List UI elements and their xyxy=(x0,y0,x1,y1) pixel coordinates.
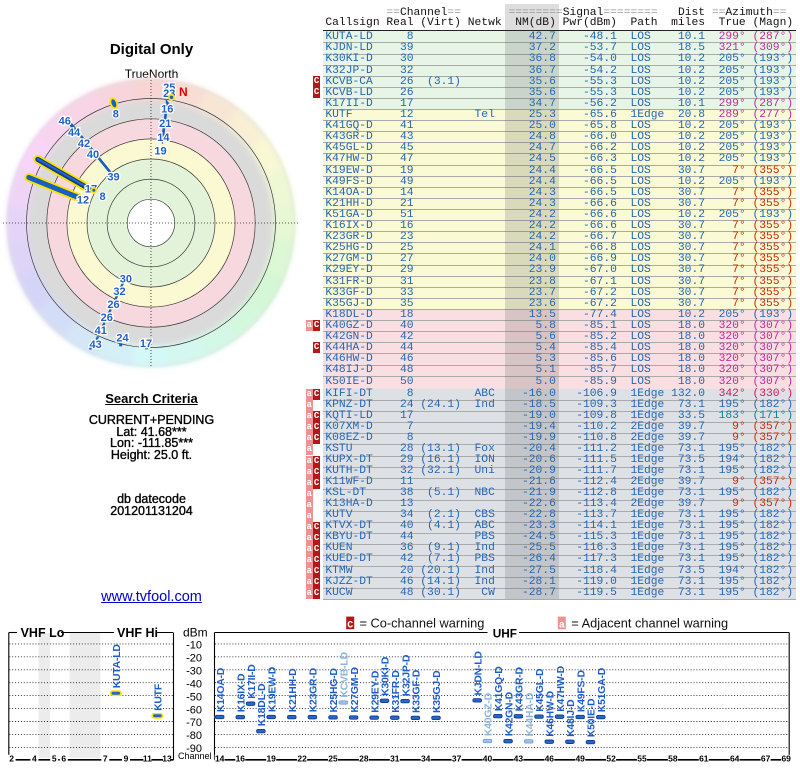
svg-text:K45GL-D: K45GL-D xyxy=(535,668,546,712)
svg-text:K14OA-D: K14OA-D xyxy=(216,667,227,712)
svg-text:41: 41 xyxy=(95,325,107,337)
svg-text:K17II-D: K17II-D xyxy=(247,664,258,699)
svg-text:-20: -20 xyxy=(186,653,202,665)
svg-text:K40GZ-D: K40GZ-D xyxy=(484,692,495,736)
svg-text:43: 43 xyxy=(514,753,524,763)
svg-text:6: 6 xyxy=(61,753,66,763)
svg-text:K47HW-D: K47HW-D xyxy=(556,665,567,711)
svg-text:14: 14 xyxy=(215,753,225,763)
svg-text:64: 64 xyxy=(730,753,740,763)
svg-text:Channel: Channel xyxy=(178,751,212,761)
svg-text:VHF Lo: VHF Lo xyxy=(21,626,65,640)
svg-text:19: 19 xyxy=(266,753,276,763)
svg-text:K18DL-D: K18DL-D xyxy=(257,683,268,726)
svg-text:9: 9 xyxy=(124,753,129,763)
svg-text:K25HG-D: K25HG-D xyxy=(329,668,340,713)
svg-text:-70: -70 xyxy=(186,717,202,729)
svg-text:K48IJ-D: K48IJ-D xyxy=(566,699,577,737)
svg-text:8: 8 xyxy=(99,191,105,203)
svg-text:KUTA-LD: KUTA-LD xyxy=(112,644,123,689)
svg-text:46: 46 xyxy=(545,753,555,763)
svg-text:KJDN-LD: KJDN-LD xyxy=(473,651,484,696)
svg-text:46: 46 xyxy=(59,115,71,127)
svg-text:43: 43 xyxy=(89,339,101,351)
svg-text:K33GF-D: K33GF-D xyxy=(412,669,423,713)
svg-text:55: 55 xyxy=(637,753,647,763)
svg-text:61: 61 xyxy=(699,753,709,763)
svg-text:39: 39 xyxy=(107,172,119,184)
svg-text:16: 16 xyxy=(236,753,246,763)
svg-text:32: 32 xyxy=(113,286,125,298)
svg-text:40: 40 xyxy=(483,753,493,763)
svg-text:VHF Hi: VHF Hi xyxy=(117,626,158,640)
svg-text:19: 19 xyxy=(154,146,166,158)
svg-text:K21HH-D: K21HH-D xyxy=(288,668,299,712)
svg-text:28: 28 xyxy=(359,753,369,763)
svg-text:25: 25 xyxy=(328,753,338,763)
svg-text:12: 12 xyxy=(77,194,89,206)
svg-text:N: N xyxy=(179,85,188,99)
svg-text:= Co-channel warning: = Co-channel warning xyxy=(360,615,485,630)
svg-text:a: a xyxy=(559,620,565,631)
svg-text:UHF: UHF xyxy=(493,626,517,640)
svg-text:K41GQ-D: K41GQ-D xyxy=(494,666,505,711)
svg-text:K19EW-D: K19EW-D xyxy=(267,666,278,712)
svg-text:42: 42 xyxy=(78,138,90,150)
svg-text:K46HW-D: K46HW-D xyxy=(546,690,557,736)
svg-text:14: 14 xyxy=(157,132,170,144)
svg-text:KUTF: KUTF xyxy=(154,684,165,711)
svg-text:8: 8 xyxy=(113,108,119,120)
svg-text:K49FS-D: K49FS-D xyxy=(576,670,587,713)
svg-text:KCVB-LD: KCVB-LD xyxy=(340,652,351,698)
svg-text:24: 24 xyxy=(116,333,129,345)
svg-text:7: 7 xyxy=(103,753,108,763)
svg-text:69: 69 xyxy=(781,753,791,763)
svg-text:16: 16 xyxy=(161,104,173,116)
svg-text:-50: -50 xyxy=(186,691,202,703)
svg-text:26: 26 xyxy=(107,299,119,311)
svg-text:30: 30 xyxy=(120,273,132,285)
svg-text:K16IX-D: K16IX-D xyxy=(237,673,248,712)
svg-text:K29EY-D: K29EY-D xyxy=(370,670,381,713)
svg-text:22: 22 xyxy=(297,753,307,763)
svg-text:dBm: dBm xyxy=(183,626,208,640)
svg-text:2: 2 xyxy=(9,753,14,763)
svg-text:40: 40 xyxy=(87,149,99,161)
svg-text:5: 5 xyxy=(52,753,57,763)
svg-text:K30KI-D: K30KI-D xyxy=(381,656,392,696)
svg-text:K32JP-D: K32JP-D xyxy=(401,654,412,696)
svg-text:21: 21 xyxy=(159,118,171,130)
svg-text:26: 26 xyxy=(101,312,113,324)
svg-text:49: 49 xyxy=(575,753,585,763)
svg-text:-40: -40 xyxy=(186,678,202,690)
svg-text:31: 31 xyxy=(390,753,400,763)
svg-text:67: 67 xyxy=(761,753,771,763)
svg-text:44: 44 xyxy=(68,127,81,139)
svg-text:K31FR-D: K31FR-D xyxy=(391,670,402,713)
svg-text:17: 17 xyxy=(140,338,152,350)
svg-text:58: 58 xyxy=(668,753,678,763)
svg-text:K50IE-D: K50IE-D xyxy=(587,698,598,737)
svg-text:4: 4 xyxy=(32,753,37,763)
svg-text:25: 25 xyxy=(163,82,175,94)
svg-text:C: C xyxy=(347,620,353,631)
svg-text:K43GR-D: K43GR-D xyxy=(515,666,526,711)
svg-text:37: 37 xyxy=(452,753,462,763)
svg-text:34: 34 xyxy=(421,753,431,763)
svg-text:K44HA-D: K44HA-D xyxy=(525,692,536,736)
svg-text:K51GA-D: K51GA-D xyxy=(597,667,608,712)
svg-text:-10: -10 xyxy=(186,640,202,652)
svg-text:K27GM-D: K27GM-D xyxy=(350,667,361,713)
svg-text:11: 11 xyxy=(143,753,152,763)
svg-text:-60: -60 xyxy=(186,704,202,716)
svg-text:13: 13 xyxy=(162,753,172,763)
svg-text:K23GR-D: K23GR-D xyxy=(309,667,320,712)
svg-text:-90: -90 xyxy=(186,743,202,755)
svg-text:K35GJ-D: K35GJ-D xyxy=(432,670,443,713)
svg-text:52: 52 xyxy=(606,753,616,763)
svg-text:-80: -80 xyxy=(186,730,202,742)
svg-text:K42GN-D: K42GN-D xyxy=(504,691,515,736)
svg-text:-30: -30 xyxy=(186,666,202,678)
svg-text:= Adjacent channel warning: = Adjacent channel warning xyxy=(571,615,728,630)
